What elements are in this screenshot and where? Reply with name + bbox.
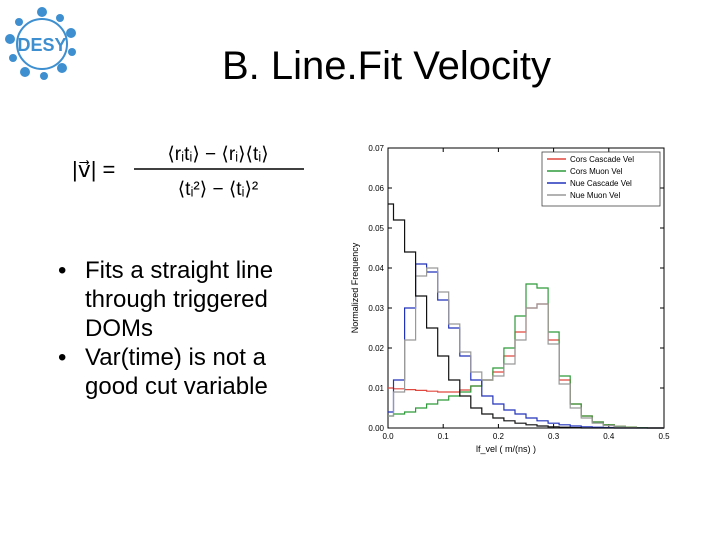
formula-lhs: |v⃗| =: [72, 157, 115, 182]
y-axis-label: Normalized Frequency: [350, 242, 360, 333]
y-tick-label: 0.06: [368, 184, 384, 193]
y-tick-label: 0.02: [368, 344, 384, 353]
desy-logo: DESY: [5, 7, 76, 80]
velocity-formula: |v⃗| = ⟨rᵢtᵢ⟩ − ⟨rᵢ⟩⟨tᵢ⟩ ⟨tᵢ²⟩ − ⟨tᵢ⟩²: [72, 144, 304, 200]
bullet-list: • Fits a straight line through triggered…: [52, 256, 322, 401]
slide-title: B. Line.Fit Velocity: [222, 44, 552, 88]
formula-denominator: ⟨tᵢ²⟩ − ⟨tᵢ⟩²: [178, 179, 259, 200]
legend-box: [541, 151, 661, 207]
legend-entry: Nue Muon Vel: [570, 191, 620, 200]
x-axis-label: lf_vel ( m/(ns) ): [476, 444, 536, 454]
legend-entry: Nue Cascade Vel: [570, 179, 632, 188]
bullet-text: Var(time) is not a good cut variable: [85, 344, 268, 400]
bullet-item: • Fits a straight line through triggered…: [52, 256, 322, 343]
series-line: [388, 203, 664, 429]
y-tick-label: 0.01: [368, 384, 384, 393]
x-tick-label: 0.3: [548, 432, 560, 441]
logo-text: DESY: [17, 35, 66, 55]
y-tick-label: 0.07: [368, 144, 384, 153]
logo-ring: [5, 7, 76, 80]
x-tick-label: 0.5: [658, 432, 670, 441]
y-tick-label: 0.04: [368, 264, 384, 273]
y-tick-label: 0.00: [368, 424, 384, 433]
x-tick-label: 0.1: [438, 432, 450, 441]
x-tick-label: 0.2: [493, 432, 505, 441]
x-tick-label: 0.0: [382, 432, 394, 441]
legend-entry: Cors Cascade Vel: [570, 155, 634, 164]
bullet-dot: •: [58, 257, 67, 284]
velocity-histogram-chart: 0.00 0.01 0.02 0.03 0.04 0.05 0.06 0.07 0.0 0.1 0.…: [350, 144, 670, 454]
bullet-text: Fits a straight line through triggered D…: [85, 257, 274, 342]
y-tick-label: 0.05: [368, 224, 384, 233]
legend-entry: Cors Muon Vel: [570, 167, 623, 176]
y-tick-label: 0.03: [368, 304, 384, 313]
bullet-dot: •: [58, 344, 67, 371]
bullet-item: • Var(time) is not a good cut variable: [52, 343, 322, 401]
formula-numerator: ⟨rᵢtᵢ⟩ − ⟨rᵢ⟩⟨tᵢ⟩: [167, 144, 268, 165]
series-line: [388, 267, 664, 429]
x-tick-label: 0.4: [603, 432, 615, 441]
